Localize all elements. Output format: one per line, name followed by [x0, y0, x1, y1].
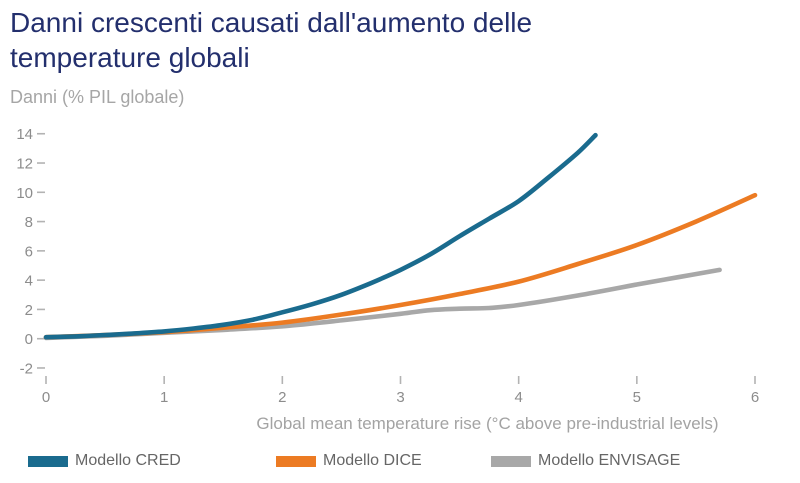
y-axis-tick-label: 2: [25, 302, 33, 319]
dice-color-swatch: [276, 455, 316, 467]
legend-label-envisage: Modello ENVISAGE: [538, 452, 681, 469]
x-axis-tick-label: 6: [751, 389, 759, 406]
y-axis-tick-label: 4: [25, 273, 33, 290]
cred-color-swatch: [28, 455, 68, 467]
y-axis-tick-label: 12: [16, 156, 33, 173]
chart-title: Danni crescenti causati dall'aumento del…: [10, 7, 533, 73]
x-axis-tick-label: 3: [396, 389, 404, 406]
y-axis-unit-label: Danni (% PIL globale): [10, 87, 185, 107]
legend-item-dice: Modello DICE: [276, 452, 422, 469]
y-axis-tick-label: 6: [25, 243, 33, 260]
x-axis-tick-label: 0: [42, 389, 50, 406]
x-axis-title: Global mean temperature rise (°C above p…: [256, 414, 719, 433]
legend-item-envisage: Modello ENVISAGE: [491, 452, 681, 469]
y-axis-tick-label: 8: [25, 214, 33, 231]
y-axis-tick-label: 10: [16, 185, 33, 202]
x-axis-tick-label: 1: [160, 389, 168, 406]
envisage-color-swatch: [491, 455, 531, 467]
y-axis-tick-label: -2: [20, 360, 33, 377]
legend-item-cred: Modello CRED: [28, 452, 181, 469]
y-axis-tick-label: 0: [25, 331, 33, 348]
legend-label-cred: Modello CRED: [75, 452, 181, 469]
series-line-modello-cred: [43, 132, 598, 340]
y-axis-tick-label: 14: [16, 126, 33, 143]
legend-label-dice: Modello DICE: [323, 452, 422, 469]
x-axis-tick-label: 2: [278, 389, 286, 406]
x-axis-tick-label: 5: [633, 389, 641, 406]
x-axis-tick-label: 4: [514, 389, 522, 406]
